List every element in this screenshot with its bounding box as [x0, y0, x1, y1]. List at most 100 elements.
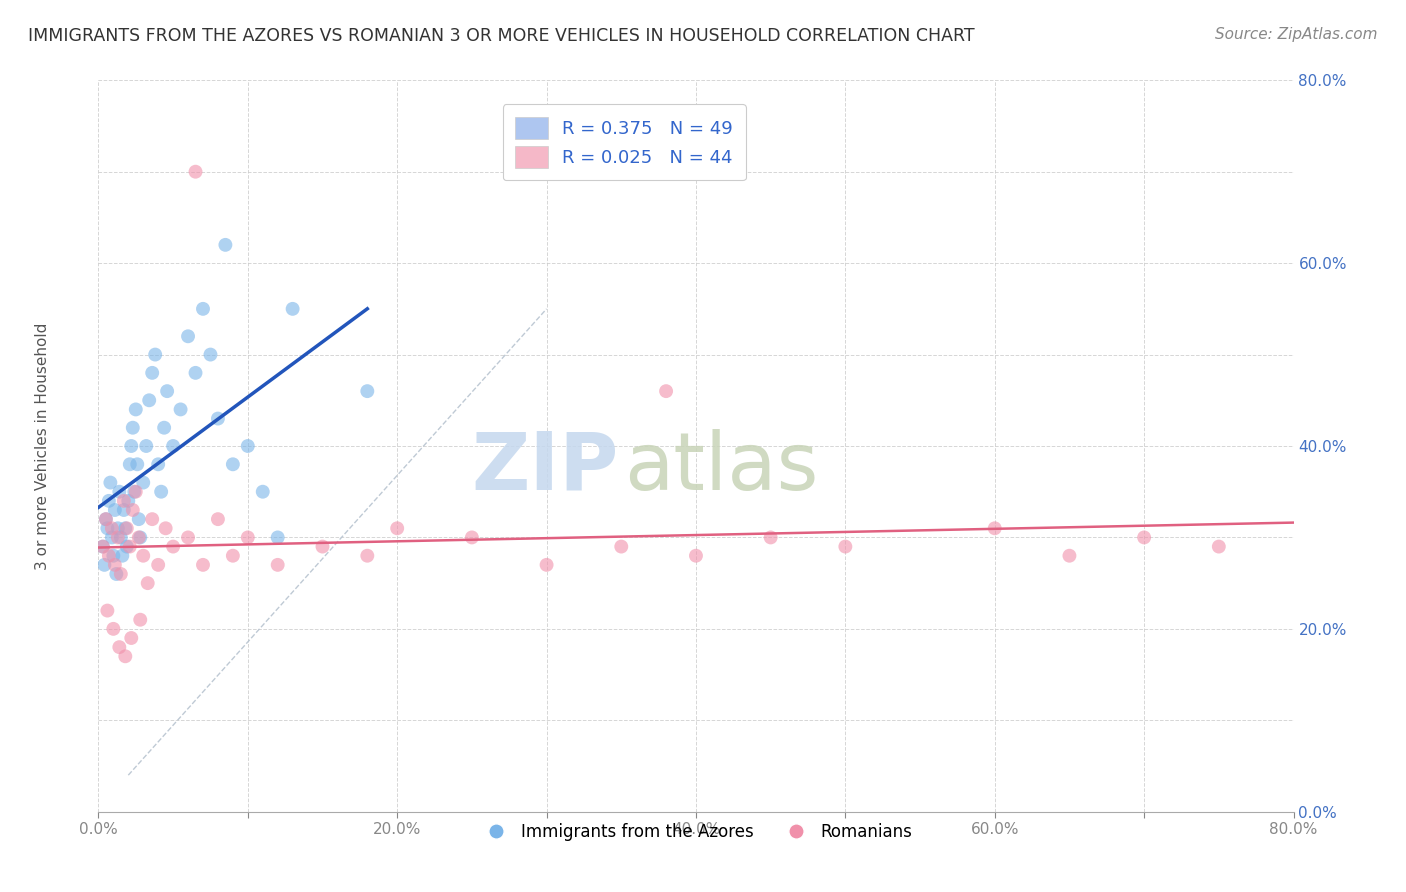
Point — [356, 384, 378, 398]
Point — [111, 549, 134, 563]
Point — [108, 484, 131, 499]
Text: ZIP: ZIP — [471, 429, 619, 507]
Point — [93, 558, 115, 572]
Point — [267, 558, 290, 572]
Point — [125, 402, 148, 417]
Point — [129, 613, 152, 627]
Point — [143, 347, 166, 362]
Point — [1059, 549, 1081, 563]
Point — [112, 494, 135, 508]
Point — [162, 540, 184, 554]
Point — [311, 540, 333, 554]
Point — [153, 421, 176, 435]
Point — [184, 366, 207, 380]
Point — [610, 540, 633, 554]
Point — [222, 457, 245, 471]
Text: atlas: atlas — [624, 429, 818, 507]
Point — [118, 540, 141, 554]
Point — [759, 530, 782, 544]
Point — [356, 549, 378, 563]
Point — [120, 631, 142, 645]
Point — [155, 521, 177, 535]
Point — [200, 347, 222, 362]
Point — [101, 521, 124, 535]
Text: Source: ZipAtlas.com: Source: ZipAtlas.com — [1215, 27, 1378, 42]
Y-axis label: 3 or more Vehicles in Household: 3 or more Vehicles in Household — [35, 322, 51, 570]
Point — [177, 530, 200, 544]
Point — [135, 439, 157, 453]
Point — [385, 521, 409, 535]
Point — [222, 549, 245, 563]
Point — [105, 567, 128, 582]
Point — [97, 549, 120, 563]
Point — [138, 393, 160, 408]
Point — [685, 549, 707, 563]
Point — [94, 512, 117, 526]
Point — [236, 530, 259, 544]
Point — [108, 640, 131, 655]
Point — [184, 164, 207, 178]
Point — [104, 503, 127, 517]
Point — [104, 558, 127, 572]
Point — [1208, 540, 1230, 554]
Point — [214, 238, 236, 252]
Point — [98, 475, 122, 490]
Point — [107, 530, 129, 544]
Point — [150, 484, 173, 499]
Point — [156, 384, 179, 398]
Point — [129, 530, 152, 544]
Point — [162, 439, 184, 453]
Point — [117, 494, 139, 508]
Point — [834, 540, 856, 554]
Point — [125, 484, 148, 499]
Point — [124, 484, 146, 499]
Point — [655, 384, 678, 398]
Point — [148, 558, 170, 572]
Legend: Immigrants from the Azores, Romanians: Immigrants from the Azores, Romanians — [472, 816, 920, 847]
Point — [236, 439, 259, 453]
Point — [91, 540, 114, 554]
Point — [115, 521, 138, 535]
Point — [103, 622, 125, 636]
Point — [128, 512, 150, 526]
Point — [118, 457, 141, 471]
Point — [191, 558, 214, 572]
Point — [101, 530, 124, 544]
Point — [97, 494, 120, 508]
Point — [94, 512, 117, 526]
Point — [128, 530, 150, 544]
Point — [115, 540, 138, 554]
Point — [107, 521, 129, 535]
Point — [207, 411, 229, 425]
Point — [127, 457, 149, 471]
Point — [96, 603, 118, 617]
Point — [132, 549, 155, 563]
Point — [191, 301, 214, 316]
Point — [169, 402, 191, 417]
Point — [148, 457, 170, 471]
Point — [132, 475, 155, 490]
Point — [267, 530, 290, 544]
Point — [114, 521, 136, 535]
Point — [984, 521, 1007, 535]
Point — [121, 421, 143, 435]
Point — [121, 503, 143, 517]
Point — [114, 649, 136, 664]
Point — [141, 366, 163, 380]
Point — [110, 567, 132, 582]
Point — [177, 329, 200, 343]
Point — [1133, 530, 1156, 544]
Point — [96, 521, 118, 535]
Point — [110, 530, 132, 544]
Point — [536, 558, 558, 572]
Point — [136, 576, 159, 591]
Point — [103, 549, 125, 563]
Point — [112, 503, 135, 517]
Point — [281, 301, 304, 316]
Text: IMMIGRANTS FROM THE AZORES VS ROMANIAN 3 OR MORE VEHICLES IN HOUSEHOLD CORRELATI: IMMIGRANTS FROM THE AZORES VS ROMANIAN 3… — [28, 27, 974, 45]
Point — [207, 512, 229, 526]
Point — [141, 512, 163, 526]
Point — [252, 484, 274, 499]
Point — [461, 530, 484, 544]
Point — [91, 540, 114, 554]
